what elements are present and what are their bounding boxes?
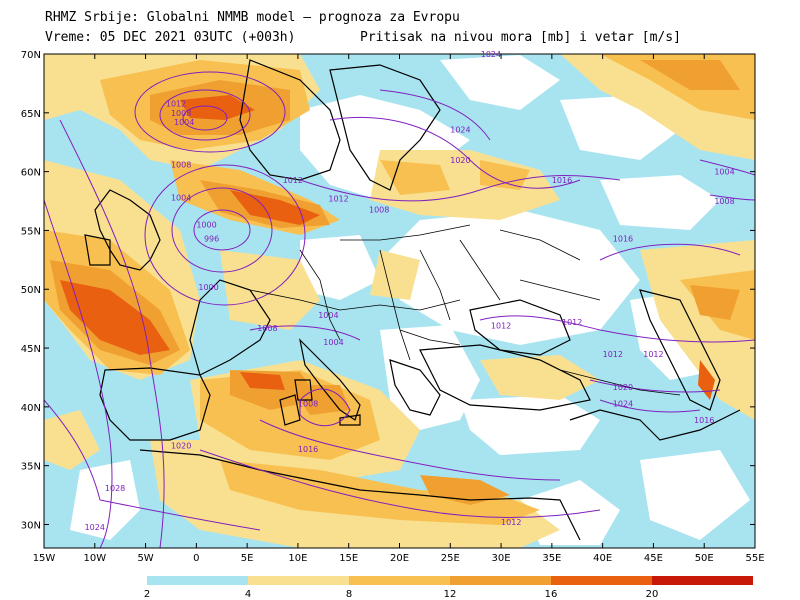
colorbar-swatch	[147, 576, 248, 585]
longitude-labels: 15W 10W 5W 0 5E 10E 15E 20E 25E 30E 35E 40E 45E 50E 55…	[33, 553, 765, 564]
lat-label: 40N	[21, 403, 41, 414]
lon-label: 5E	[241, 553, 254, 564]
colorbar-swatch	[450, 576, 551, 585]
lon-label: 10W	[83, 553, 106, 564]
lon-label: 55E	[745, 553, 764, 564]
isobar-label: 1004	[714, 168, 734, 177]
isobar-label: 1008	[171, 161, 191, 170]
isobar-label: 1016	[694, 416, 714, 425]
isobar-label: 1008	[714, 197, 734, 206]
isobar-label: 1020	[171, 442, 191, 451]
lon-label: 0	[193, 553, 199, 564]
isobar-label: 1012	[562, 318, 582, 327]
lon-label: 20E	[390, 553, 409, 564]
colorbar-swatch	[248, 576, 349, 585]
lat-label: 55N	[21, 226, 41, 237]
colorbar-label: 20	[646, 589, 659, 600]
isobar-label: 1012	[283, 176, 303, 185]
isobar-label: 1004	[323, 338, 343, 347]
lat-label: 70N	[21, 50, 41, 61]
isobar-label: 996	[204, 235, 219, 244]
isobar-label: 1012	[166, 99, 186, 108]
isobar-label: 1008	[171, 109, 191, 118]
isobar-label: 1024	[85, 523, 105, 532]
wind-16-20-areas	[60, 95, 715, 400]
lat-label: 35N	[21, 462, 41, 473]
isobar-label: 1020	[613, 383, 633, 392]
coastlines	[84, 59, 741, 541]
isobar-label: 1016	[613, 235, 633, 244]
lat-label: 30N	[21, 520, 41, 531]
isobar-label: 1008	[369, 205, 389, 214]
latitude-labels: 70N 65N 60N 55N 50N 45N 40N 35N 30N	[21, 50, 41, 531]
isobar-label: 1004	[171, 193, 191, 202]
lon-label: 35E	[542, 553, 561, 564]
lon-label: 15E	[339, 553, 358, 564]
isobar-label: 1012	[328, 195, 348, 204]
isobar-label: 1004	[318, 311, 338, 320]
isobar-label: 1012	[603, 350, 623, 359]
isobar-label: 1024	[613, 399, 633, 408]
header-variable: Pritisak na nivou mora [mb] i vetar [m/s…	[360, 30, 681, 45]
lon-label: 15W	[33, 553, 56, 564]
isobar-label: 1016	[298, 445, 318, 454]
lat-label: 50N	[21, 285, 41, 296]
header-valid-time: Vreme: 05 DEC 2021 03UTC (+003h)	[45, 30, 296, 45]
isobar-label: 1012	[501, 518, 521, 527]
wind-speed-colorbar: 2 4 8 12 16 20	[144, 576, 753, 600]
colorbar-label: 4	[245, 589, 251, 600]
isobar-label: 1016	[552, 176, 572, 185]
isobar-label: 1012	[643, 350, 663, 359]
isobar-label: 1024	[481, 50, 501, 59]
isobar-label: 1008	[298, 399, 318, 408]
wind-field	[44, 54, 755, 548]
header-title: RHMZ Srbije: Globalni NMMB model — progn…	[45, 10, 460, 25]
isobar-label: 1024	[450, 125, 470, 134]
colorbar-label: 16	[545, 589, 558, 600]
colorbar-label: 2	[144, 589, 150, 600]
colorbar-swatch	[551, 576, 652, 585]
lat-label: 60N	[21, 168, 41, 179]
colorbar-label: 12	[444, 589, 457, 600]
lat-label: 45N	[21, 344, 41, 355]
lon-label: 30E	[492, 553, 511, 564]
lat-label: 65N	[21, 109, 41, 120]
isobar-label: 1020	[450, 156, 470, 165]
colorbar-label: 8	[346, 589, 352, 600]
isobar-label: 1012	[491, 322, 511, 331]
isobar-label: 1000	[198, 283, 218, 292]
colorbar-swatch	[349, 576, 450, 585]
lon-label: 25E	[441, 553, 460, 564]
isobar-labels: 1012100810041008100410009961000101210121…	[85, 50, 735, 532]
lon-label: 10E	[288, 553, 307, 564]
lon-label: 50E	[695, 553, 714, 564]
isobar-label: 1000	[196, 221, 216, 230]
lon-label: 45E	[644, 553, 663, 564]
axis-ticks	[43, 53, 756, 548]
isobar-label: 1028	[105, 484, 125, 493]
country-borders	[249, 224, 681, 396]
lon-label: 5W	[137, 553, 153, 564]
lon-label: 40E	[593, 553, 612, 564]
isobars	[44, 71, 755, 548]
colorbar-swatch	[652, 576, 753, 585]
isobar-label: 1004	[174, 118, 194, 127]
isobar-label: 1008	[257, 324, 277, 333]
